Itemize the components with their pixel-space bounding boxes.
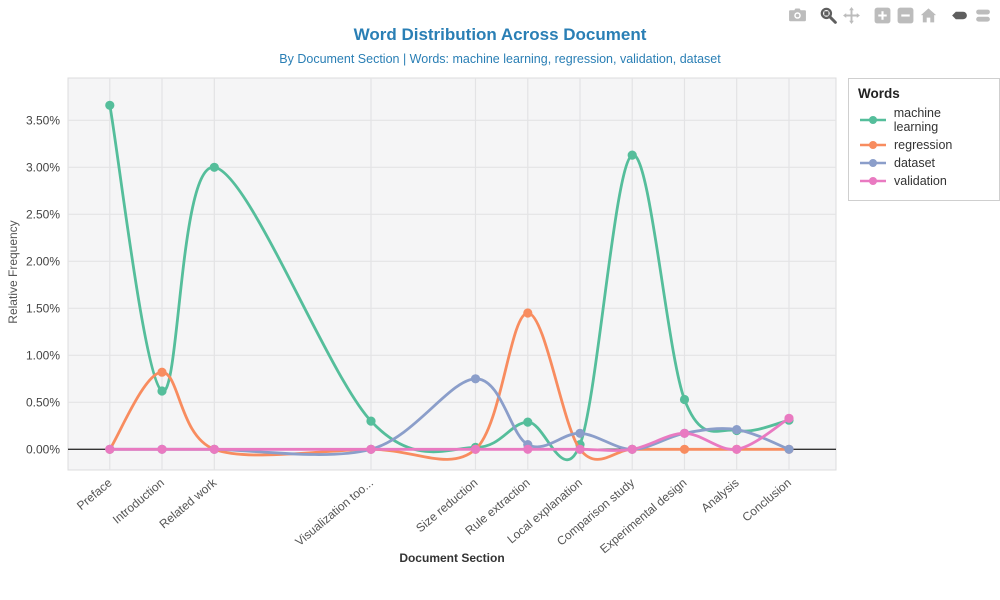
zoom-icon[interactable] (819, 6, 838, 25)
legend-title: Words (858, 86, 900, 101)
data-point-machine-learning (157, 386, 167, 396)
data-point-machine-learning (627, 150, 637, 160)
y-tick-label: 3.00% (26, 160, 60, 174)
data-point-regression (157, 367, 167, 377)
legend-item-dataset[interactable]: dataset (858, 156, 988, 170)
y-tick-label: 3.50% (26, 113, 60, 127)
legend-item-label: regression (894, 138, 953, 152)
data-point-validation (209, 444, 219, 454)
data-point-machine-learning (523, 417, 533, 427)
x-tick-label: Analysis (698, 476, 741, 515)
data-point-machine-learning (105, 100, 115, 110)
data-point-validation (732, 444, 742, 454)
legend-item-validation[interactable]: validation (858, 174, 988, 188)
y-tick-label: 2.50% (26, 207, 60, 221)
page-subtitle: By Document Section | Words: machine lea… (279, 52, 721, 66)
data-point-validation (470, 444, 481, 454)
y-tick-label: 2.00% (26, 254, 60, 268)
plot-background[interactable] (67, 77, 837, 471)
data-point-machine-learning (679, 394, 690, 405)
legend-item-machine-learning[interactable]: machine learning (858, 106, 988, 134)
y-axis-title: Relative Frequency (6, 220, 20, 324)
legend-item-regression[interactable]: regression (858, 138, 988, 152)
modebar (788, 6, 992, 25)
x-tick-label: Preface (74, 475, 115, 513)
page-title: Word Distribution Across Document (353, 25, 647, 44)
series-line-validation (108, 416, 791, 452)
data-point-validation (366, 444, 376, 454)
legend-item-label: dataset (894, 156, 936, 170)
x-axis-title: Document Section (399, 551, 505, 565)
camera-icon[interactable] (788, 6, 807, 25)
legend-marker-icon (860, 141, 886, 149)
data-point-regression (679, 444, 690, 454)
zoom-in-icon[interactable] (873, 6, 892, 25)
data-point-dataset (470, 374, 481, 384)
legend-marker-icon (860, 159, 886, 167)
legend-items: machine learning regression dataset validat… (858, 106, 988, 188)
legend-item-label: machine learning (893, 106, 941, 134)
hover-compare-icon[interactable] (973, 6, 992, 25)
legend: Words machine learning regression dataset v… (848, 78, 1000, 201)
x-tick-label: Related work (157, 475, 220, 531)
pan-icon[interactable] (842, 6, 861, 25)
y-tick-label: 1.00% (26, 348, 60, 362)
data-point-validation (157, 444, 167, 454)
data-point-dataset (784, 444, 794, 454)
legend-item-label: validation (894, 174, 947, 188)
data-point-validation (105, 444, 115, 454)
x-tick-label: Conclusion (739, 476, 793, 525)
data-point-validation (627, 444, 637, 454)
data-point-validation (523, 444, 533, 454)
data-point-validation (784, 413, 794, 423)
y-tick-label: 0.00% (26, 442, 60, 456)
data-point-regression (523, 308, 533, 318)
series-line-machine-learning (108, 103, 791, 462)
x-tick-label: Visualization too... (292, 476, 375, 549)
x-tick-label: Experimental design (597, 476, 689, 557)
hover-closest-icon[interactable] (950, 6, 969, 25)
data-point-validation (679, 428, 690, 438)
data-point-machine-learning (366, 416, 376, 426)
y-tick-label: 0.50% (26, 395, 60, 409)
legend-marker-icon (860, 116, 886, 124)
home-icon[interactable] (919, 6, 938, 25)
data-point-machine-learning (209, 162, 219, 172)
data-point-validation (575, 444, 585, 454)
zoom-out-icon[interactable] (896, 6, 915, 25)
legend-marker-icon (860, 177, 886, 185)
data-point-dataset (732, 425, 742, 435)
y-tick-label: 1.50% (26, 301, 60, 315)
data-point-dataset (575, 428, 585, 438)
